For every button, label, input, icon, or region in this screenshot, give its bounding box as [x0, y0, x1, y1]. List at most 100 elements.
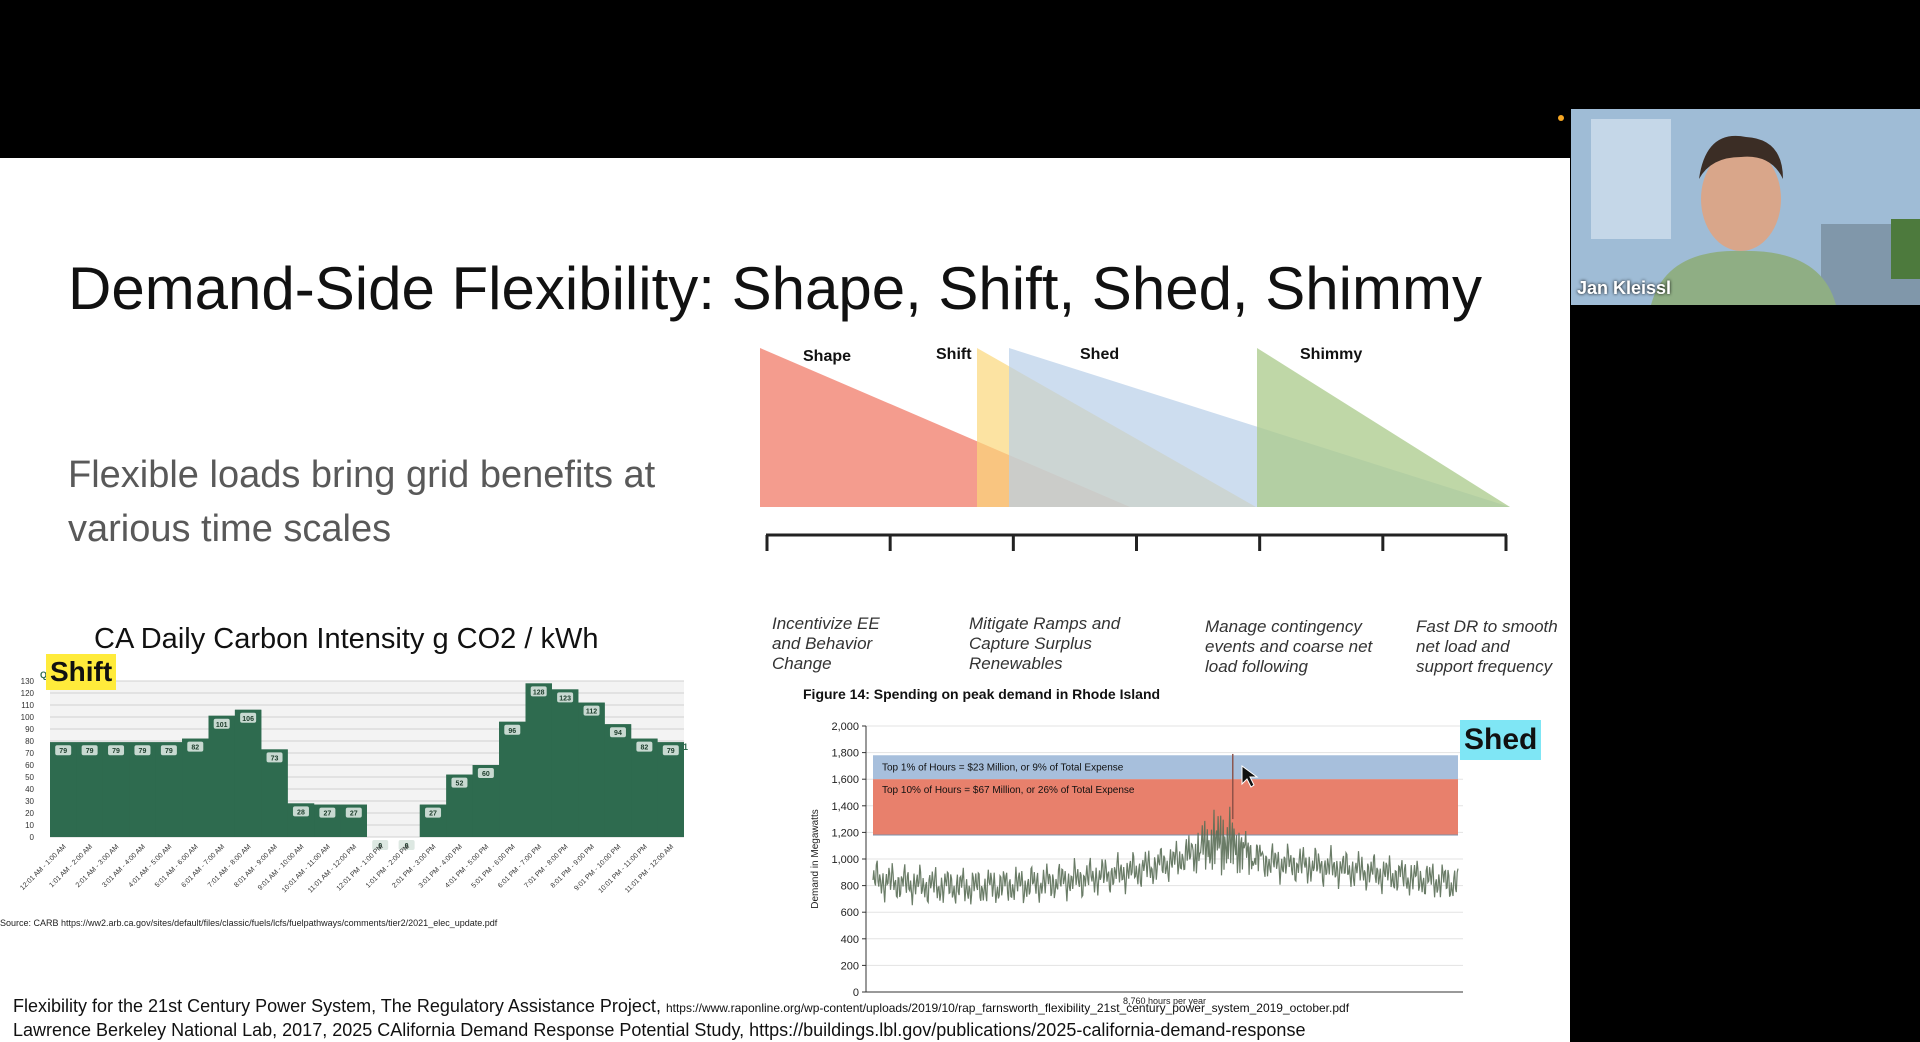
- carbon-x-label: 9:01 PM - 10:00 PM: [573, 843, 622, 892]
- label-shift: Shift: [936, 346, 972, 363]
- carbon-value-label: 79: [139, 748, 147, 755]
- shed-badge: Shed: [1460, 720, 1542, 760]
- carbon-value-bg: [609, 727, 626, 738]
- carbon-value-label: 94: [614, 730, 622, 737]
- carbon-bar: [261, 749, 288, 837]
- carbon-value-label: 82: [640, 745, 648, 752]
- peak-chart-title: Figure 14: Spending on peak demand in Rh…: [803, 686, 1161, 702]
- carbon-bar: [631, 738, 658, 837]
- carbon-value-label: 79: [112, 748, 120, 755]
- carbon-source: Source: CARB https://ww2.arb.ca.gov/site…: [0, 918, 498, 928]
- carbon-value-label: 96: [508, 728, 516, 735]
- carbon-value-label: 0: [405, 843, 409, 850]
- carbon-value-bg: [55, 745, 72, 756]
- reference-lbnl: Lawrence Berkeley National Lab, 2017, 20…: [13, 1020, 1305, 1041]
- carbon-ytick: 110: [21, 701, 34, 710]
- carbon-bar: [578, 702, 605, 837]
- peak-ytick: 1,400: [831, 801, 859, 813]
- carbon-ytick: 80: [25, 737, 34, 746]
- caption-shape: Incentivize EE and Behavior Change: [772, 614, 880, 673]
- peak-ytick: 1,200: [831, 827, 859, 839]
- carbon-value-label: 28: [297, 809, 305, 816]
- timescale-ticks: YearsSeasonsDaysAM/PMHoursMinutesSeconds: [765, 535, 1508, 551]
- carbon-value-bg: [425, 807, 442, 818]
- carbon-value-bg: [134, 745, 151, 756]
- carbon-bar: [525, 683, 552, 837]
- peak-ytick: 1,600: [831, 774, 859, 786]
- label-shape: Shape: [803, 348, 851, 365]
- top10-band: [873, 779, 1458, 836]
- carbon-bar: [50, 742, 77, 837]
- carbon-value-label: 128: [533, 689, 545, 696]
- reference-rap: Flexibility for the 21st Century Power S…: [13, 996, 1349, 1017]
- carbon-x-label: 10:01 AM - 11:00 AM: [281, 843, 332, 894]
- reference-lbnl-url[interactable]: https://buildings.lbl.gov/publications/2…: [749, 1020, 1306, 1040]
- demand-trace: [872, 806, 1459, 906]
- carbon-bar: [234, 709, 262, 837]
- carbon-ytick: 50: [25, 773, 34, 782]
- carbon-x-label: 9:01 AM - 10:00 AM: [257, 843, 306, 892]
- carbon-value-bg: [345, 807, 362, 818]
- shift-badge: Shift: [46, 654, 117, 690]
- carbon-value-label: 106: [242, 716, 254, 723]
- shimmy-triangle: [1257, 348, 1510, 507]
- carbon-value-bg: [583, 705, 600, 716]
- reference-lbnl-text: Lawrence Berkeley National Lab, 2017, 20…: [13, 1020, 750, 1040]
- carbon-x-label: 11:01 AM - 12:00 PM: [307, 843, 358, 894]
- carbon-value-label: 79: [667, 748, 675, 755]
- carbon-bar: [551, 689, 579, 837]
- top10-band-label: Top 10% of Hours = $67 Million, or 26% o…: [882, 785, 1135, 796]
- carbon-value-bg: [266, 752, 283, 763]
- carbon-value-bg: [81, 745, 98, 756]
- peak-ylabel: Demand in Megawatts: [810, 809, 821, 909]
- top1-band: [873, 755, 1458, 780]
- carbon-value-bg: [319, 807, 336, 818]
- peak-ytick: 200: [841, 960, 859, 972]
- peak-demand-chart: 0 200 400 600 800 1,000 1,200 1,400 1,600 1,800 2,…: [810, 721, 1463, 1006]
- peak-ytick: 2,000: [831, 721, 859, 733]
- recording-indicator: [1558, 115, 1564, 121]
- reference-rap-url[interactable]: https://www.raponline.org/wp-content/upl…: [665, 1001, 1350, 1015]
- top1-band-label: Top 1% of Hours = $23 Million, or 9% of …: [882, 762, 1124, 773]
- carbon-value-label: 27: [429, 811, 437, 818]
- carbon-value-bg: [108, 745, 125, 756]
- presentation-slide: Demand-Side Flexibility: Shape, Shift, S…: [0, 158, 1570, 1042]
- caption-shift: Mitigate Ramps and Capture Surplus Renew…: [969, 614, 1121, 673]
- carbon-ytick: 90: [25, 725, 34, 734]
- participant-video-tile[interactable]: [1571, 109, 1920, 305]
- carbon-ytick: 30: [25, 797, 34, 806]
- carbon-value-label: 73: [271, 755, 279, 762]
- carbon-x-label: 10:01 PM - 11:00 PM: [597, 843, 648, 894]
- carbon-bar: [657, 742, 684, 837]
- carbon-value-label: 82: [191, 745, 199, 752]
- carbon-ytick: 120: [21, 689, 35, 698]
- carbon-value-label: 0: [378, 843, 382, 850]
- carbon-value-label: 101: [216, 722, 228, 729]
- carbon-intensity-chart: 0102030405060708090100110120130Q1Q17912:…: [19, 670, 688, 895]
- carbon-value-label: 27: [350, 811, 358, 818]
- carbon-ytick: 70: [25, 749, 34, 758]
- slide-subtitle: Flexible loads bring grid benefits at va…: [68, 454, 656, 550]
- participant-name: Jan Kleissl: [1577, 278, 1672, 298]
- carbon-ytick: 100: [21, 713, 35, 722]
- carbon-chart-title: CA Daily Carbon Intensity g CO2 / kWh: [94, 623, 599, 655]
- carbon-x-label: 12:01 PM - 1:00 PM: [336, 843, 385, 892]
- caption-shed: Manage contingency events and coarse net…: [1205, 617, 1373, 676]
- flexibility-diagram: Shape Shift Shed Shimmy YearsSeasonsDays…: [760, 346, 1510, 551]
- peak-xlabel: 8,760 hours per year: [1123, 996, 1206, 1006]
- carbon-ytick: 10: [25, 821, 34, 830]
- carbon-value-label: 79: [59, 748, 67, 755]
- peak-ytick: 0: [853, 987, 859, 999]
- participant-video-image: [1571, 109, 1920, 305]
- label-shimmy: Shimmy: [1300, 346, 1362, 363]
- carbon-bar: [499, 721, 526, 837]
- carbon-bar: [155, 742, 183, 837]
- carbon-value-bg: [240, 712, 257, 723]
- carbon-bar: [182, 738, 209, 837]
- carbon-value-bg: [160, 745, 177, 756]
- carbon-x-label: 11:01 PM - 12:00 AM: [624, 843, 675, 894]
- carbon-ytick: 130: [21, 677, 35, 686]
- carbon-x-label: 12:01 AM - 1:00 AM: [19, 843, 68, 892]
- peak-ytick: 400: [841, 934, 859, 946]
- carbon-value-bg: [477, 768, 494, 778]
